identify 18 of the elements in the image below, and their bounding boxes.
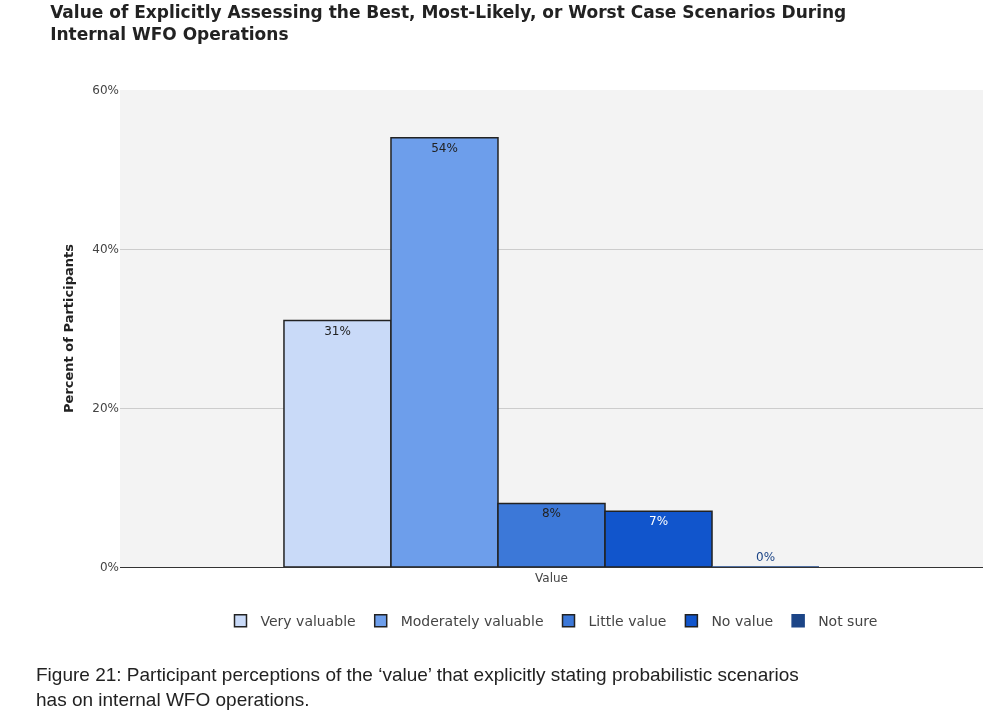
y-tick-label: 0% xyxy=(99,560,119,575)
y-axis-title: Percent of Participants xyxy=(61,243,77,413)
data-label: 0% xyxy=(756,550,776,564)
legend-label: Not sure xyxy=(818,613,878,630)
chart-title: Value of Explicitly Assessing the Best, Most-Likely, or Worst Case Scenarios During Internal WFO Operations xyxy=(50,1,847,45)
x-tick-label: Value xyxy=(535,571,568,586)
data-label: 54% xyxy=(431,140,458,155)
y-tick-label: 60% xyxy=(92,83,119,98)
legend-label: Little value xyxy=(588,613,667,630)
caption: Figure 21: Participant perceptions of the ‘value’ that explicitly stating probabilistic scenarios has on internal WFO operations. xyxy=(36,664,799,710)
legend-label: No value xyxy=(711,613,774,630)
y-tick-label: 40% xyxy=(92,242,119,257)
data-label: 7% xyxy=(648,514,669,529)
legend-label: Very valuable xyxy=(260,613,356,630)
data-label: 31% xyxy=(324,323,351,338)
y-tick-label: 20% xyxy=(92,401,119,416)
legend-label: Moderately valuable xyxy=(400,613,544,630)
data-label: 8% xyxy=(541,506,562,521)
